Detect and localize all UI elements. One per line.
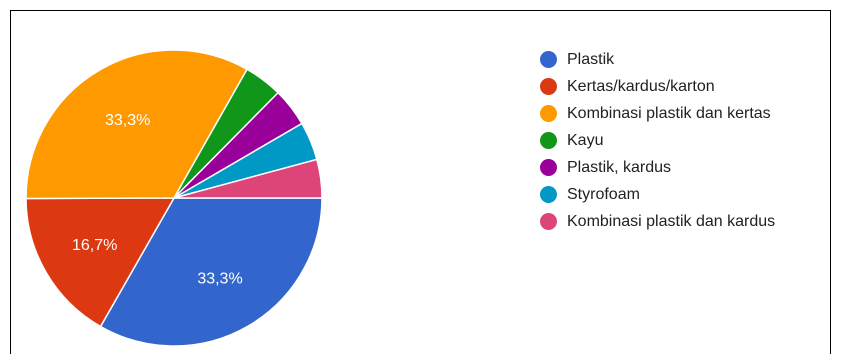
pie-slice-0 — [99, 197, 323, 347]
legend-swatch — [540, 132, 557, 149]
legend-label: Kertas/kardus/karton — [567, 77, 715, 95]
legend-item: Kombinasi plastik dan kertas — [540, 100, 775, 127]
legend-item: Kombinasi plastik dan kardus — [540, 208, 775, 235]
legend-label: Plastik — [567, 50, 615, 68]
slice-data-label-2: 33,3% — [105, 112, 150, 129]
pie-slice-1 — [25, 197, 176, 328]
legend-item: Kertas/kardus/karton — [540, 73, 775, 100]
legend-swatch — [540, 105, 557, 122]
legend-swatch — [540, 213, 557, 230]
legend-swatch — [540, 159, 557, 176]
legend-item: Plastik — [540, 46, 775, 73]
legend-label: Plastik, kardus — [567, 158, 672, 176]
slice-data-label-1: 16,7% — [72, 237, 117, 254]
legend-swatch — [540, 186, 557, 203]
legend-swatch — [540, 51, 557, 68]
legend-item: Styrofoam — [540, 181, 775, 208]
legend-item: Plastik, kardus — [540, 154, 775, 181]
pie-slice-6 — [173, 158, 323, 199]
slice-data-label-0: 33,3% — [197, 270, 242, 287]
legend-label: Kombinasi plastik dan kardus — [567, 212, 776, 230]
legend-label: Kombinasi plastik dan kertas — [567, 104, 771, 122]
legend-item: Kayu — [540, 127, 775, 154]
legend-label: Styrofoam — [567, 185, 640, 203]
chart-legend: Plastik Kertas/kardus/karton Kombinasi pla… — [540, 46, 775, 235]
pie-slice-2 — [25, 49, 249, 200]
legend-label: Kayu — [567, 131, 604, 149]
legend-swatch — [540, 78, 557, 95]
